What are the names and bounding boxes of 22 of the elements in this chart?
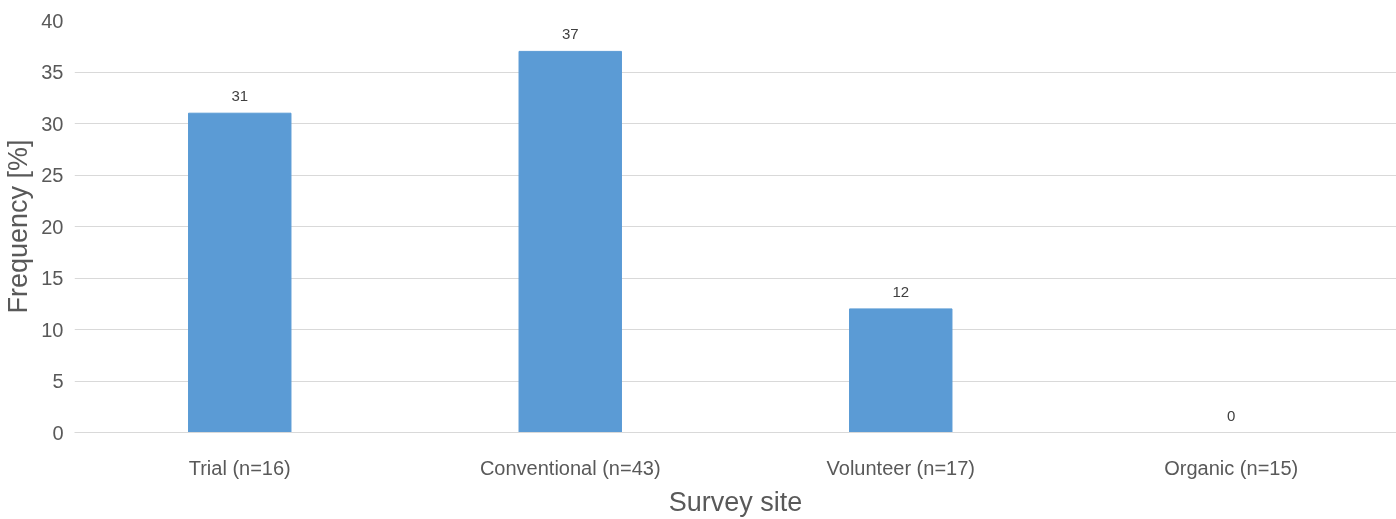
data-label: 31 (231, 87, 249, 105)
y-tick-label: 0 (52, 421, 64, 444)
data-label: 37 (561, 25, 579, 43)
y-tick-label: 20 (41, 215, 64, 238)
x-tick-label: Volunteer (n=17) (826, 456, 975, 479)
y-tick-label: 15 (41, 267, 64, 289)
x-tick-label: Trial (n=16) (188, 456, 291, 479)
x-tick-label: Conventional (n=43) (479, 456, 661, 479)
y-tick-label: 35 (41, 61, 64, 83)
bar (849, 308, 953, 433)
x-tick-label: Organic (n=15) (1164, 456, 1299, 479)
y-tick-label: 25 (41, 164, 64, 186)
bar (518, 50, 622, 433)
data-label: 0 (1227, 406, 1236, 424)
y-tick-label: 5 (52, 370, 64, 392)
y-tick-label: 40 (41, 9, 64, 32)
y-tick-label: 10 (41, 318, 64, 341)
bar (188, 112, 292, 433)
y-axis-title: Frequency [%] (3, 139, 34, 314)
y-tick-label: 30 (41, 112, 64, 135)
data-label: 12 (892, 282, 910, 300)
x-axis-title: Survey site (668, 486, 803, 517)
